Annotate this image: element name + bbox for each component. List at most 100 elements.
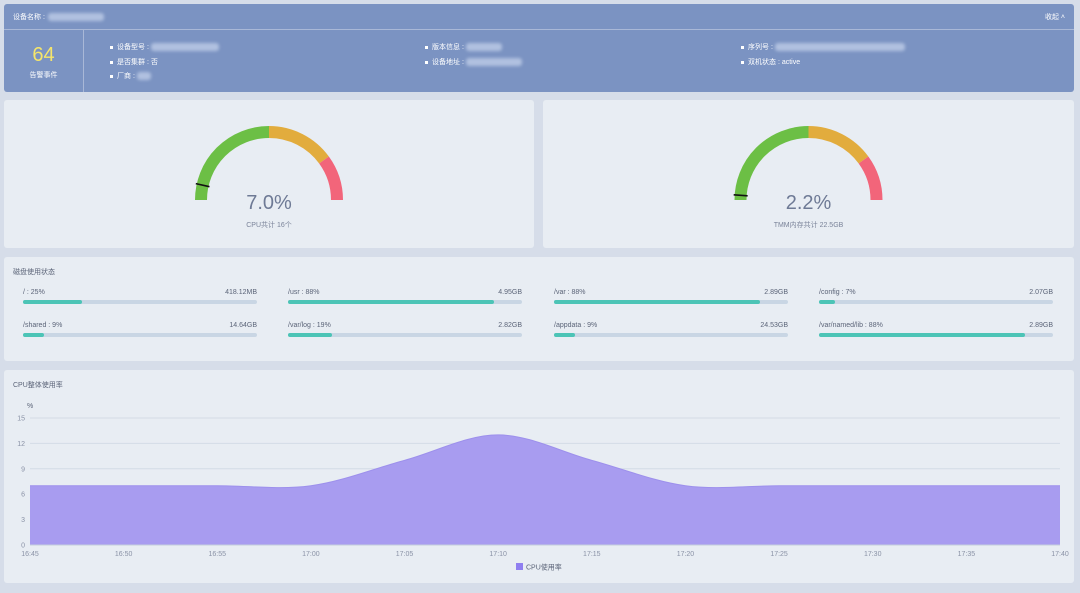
- alarm-summary[interactable]: 64 告警事件: [4, 30, 84, 92]
- disk-progress-fill: [288, 300, 494, 304]
- x-tick-label: 16:45: [21, 551, 39, 558]
- disk-usage-card: 磁盘使用状态 / : 25% 418.12MB /usr : 88% 4.95G…: [4, 257, 1074, 361]
- bullet-icon: [110, 74, 113, 78]
- bullet-icon: [741, 45, 744, 49]
- disk-progress-track: [819, 300, 1053, 304]
- disk-item-size: 14.64GB: [229, 322, 257, 329]
- info-ha-state: 双机状态 : active: [741, 57, 800, 67]
- header-top-bar: 设备名称 : 收起 ˄: [4, 4, 1074, 30]
- x-tick-label: 17:30: [864, 551, 882, 558]
- chart-legend[interactable]: CPU使用率: [516, 563, 562, 572]
- info-model: 设备型号 :: [110, 42, 219, 52]
- disk-item-name: /var/log : 19%: [288, 322, 331, 329]
- gauge-green-segment: [734, 126, 809, 201]
- disk-usage-title: 磁盘使用状态: [13, 269, 55, 276]
- bullet-icon: [425, 45, 428, 49]
- disk-item: /var/named/lib : 88% 2.89GB: [819, 322, 1053, 344]
- info-vendor: 厂商 :: [110, 71, 151, 81]
- info-ha-state-label: 双机状态 : active: [748, 59, 801, 66]
- legend-swatch: [516, 563, 523, 570]
- cpu-series-line: [30, 434, 1060, 489]
- bullet-icon: [741, 60, 744, 64]
- disk-item: /usr : 88% 4.95GB: [288, 289, 522, 311]
- disk-progress-track: [554, 300, 788, 304]
- x-tick-label: 17:15: [583, 551, 601, 558]
- info-version-label: 版本信息 :: [432, 44, 464, 51]
- x-tick-label: 17:05: [396, 551, 414, 558]
- x-tick-label: 16:50: [115, 551, 133, 558]
- cpu-area-series: [30, 434, 1060, 545]
- device-name-value-redacted: [47, 12, 104, 21]
- disk-item: /var/log : 19% 2.82GB: [288, 322, 522, 344]
- gauge-red-segment: [858, 156, 883, 201]
- gauge-pointer: [195, 182, 210, 188]
- disk-item: /config : 7% 2.07GB: [819, 289, 1053, 311]
- x-tick-label: 17:20: [677, 551, 695, 558]
- disk-item: /var : 88% 2.89GB: [554, 289, 788, 311]
- disk-item: / : 25% 418.12MB: [23, 289, 257, 311]
- y-tick-label: 6: [21, 492, 25, 499]
- y-tick-label: 9: [21, 466, 25, 473]
- disk-item-name: /usr : 88%: [288, 289, 320, 296]
- x-tick-label: 16:55: [209, 551, 227, 558]
- info-cluster: 是否集群 : 否: [110, 57, 158, 67]
- disk-progress-fill: [23, 333, 45, 337]
- disk-item-name: /config : 7%: [819, 289, 856, 296]
- gauge-green-segment: [195, 126, 270, 201]
- alarm-count: 64: [32, 44, 55, 66]
- cpu-gauge: [195, 126, 343, 201]
- disk-item-size: 2.07GB: [1029, 289, 1053, 296]
- y-tick-label: 0: [21, 543, 25, 550]
- gauge-orange-segment: [808, 126, 869, 164]
- cpu-gauge-value: 7.0%: [246, 192, 292, 214]
- disk-progress-track: [819, 333, 1053, 337]
- disk-item-size: 2.89GB: [1029, 322, 1053, 329]
- disk-item-size: 24.53GB: [760, 322, 788, 329]
- gauge-pointer: [733, 194, 748, 197]
- y-axis-unit: %: [27, 403, 33, 410]
- disk-item-name: /var : 88%: [554, 289, 586, 296]
- info-address-redacted: [465, 58, 522, 66]
- disk-item-size: 418.12MB: [225, 289, 257, 296]
- cpu-area-chart: % 0 3 6 9 12 15 16:45 16:50 16:55 17:00 17:05 17:10 1…: [17, 403, 1069, 572]
- disk-progress-fill: [554, 300, 760, 304]
- cpu-chart-title: CPU整体使用率: [13, 382, 63, 389]
- cpu-gauge-label: CPU共计 16个: [246, 222, 292, 229]
- info-serial: 序列号 :: [741, 42, 905, 52]
- disk-item: /shared : 9% 14.64GB: [23, 322, 257, 344]
- disk-progress-fill: [288, 333, 333, 337]
- info-serial-label: 序列号 :: [748, 44, 773, 51]
- disk-item-name: /appdata : 9%: [554, 322, 598, 329]
- disk-item-size: 2.82GB: [498, 322, 522, 329]
- disk-progress-track: [288, 300, 522, 304]
- disk-item-name: /shared : 9%: [23, 322, 63, 329]
- disk-progress-track: [23, 300, 257, 304]
- disk-item-size: 2.89GB: [764, 289, 788, 296]
- disk-progress-fill: [23, 300, 82, 304]
- memory-gauge-value: 2.2%: [785, 192, 832, 214]
- memory-gauge-card: 2.2% TMM内存共计 22.5GB: [543, 100, 1074, 248]
- disk-item-name: /var/named/lib : 88%: [819, 322, 883, 329]
- bullet-icon: [110, 45, 113, 49]
- disk-item-name: / : 25%: [23, 289, 45, 296]
- bullet-icon: [425, 60, 428, 64]
- info-serial-redacted: [774, 43, 905, 51]
- disk-progress-track: [288, 333, 522, 337]
- y-tick-label: 12: [17, 441, 25, 448]
- bullet-icon: [110, 60, 113, 64]
- x-tick-label: 17:40: [1051, 551, 1069, 558]
- x-tick-label: 17:10: [489, 551, 507, 558]
- device-header-card: 设备名称 : 收起 ˄ 64 告警事件 设备型号 : 版本信息 : 序列号 : …: [4, 4, 1074, 92]
- info-vendor-label: 厂商 :: [117, 73, 135, 80]
- gauge-red-segment: [319, 156, 343, 201]
- x-tick-label: 17:00: [302, 551, 320, 558]
- disk-item-size: 4.95GB: [498, 289, 522, 296]
- y-tick-label: 15: [17, 416, 25, 423]
- cpu-gauge-card: 7.0% CPU共计 16个: [4, 100, 534, 248]
- disk-progress-track: [554, 333, 788, 337]
- collapse-button[interactable]: 收起 ˄: [1044, 13, 1065, 21]
- x-tick-label: 17:35: [958, 551, 976, 558]
- info-model-redacted: [150, 43, 219, 51]
- y-tick-label: 3: [21, 517, 25, 524]
- info-version: 版本信息 :: [425, 42, 502, 52]
